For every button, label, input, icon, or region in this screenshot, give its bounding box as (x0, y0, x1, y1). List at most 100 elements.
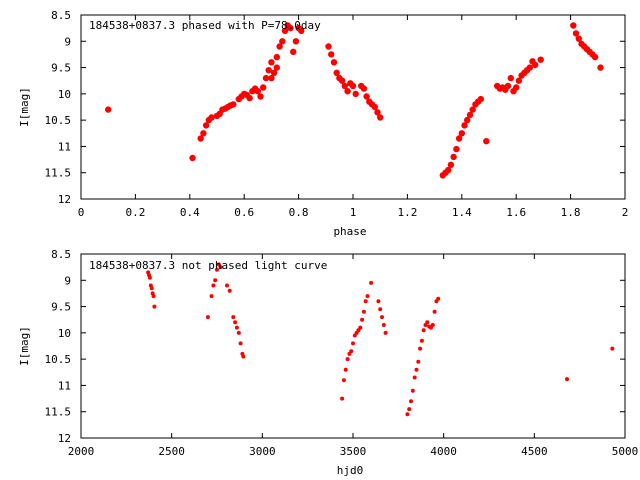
unphased-axis-ticks: 2000 2500 3000 3500 4000 4500 5000 8.5 9 9.5 10 10.… (45, 248, 639, 458)
phased-data-point (363, 93, 370, 100)
phased-data-point (328, 51, 335, 58)
unphased-data-point (227, 288, 232, 293)
phased-y-tick-label: 11 (58, 140, 71, 153)
unphased-data-point (410, 388, 415, 393)
unphased-data-point (345, 357, 350, 362)
phased-data-point (469, 106, 476, 113)
unphased-data-point (369, 280, 374, 285)
phased-data-point (515, 77, 523, 84)
phased-data-point (352, 90, 359, 98)
phased-data-point (298, 27, 305, 34)
unphased-panel: 2000 2500 3000 3500 4000 4500 5000 8.5 9 9.5 10 10.… (18, 248, 638, 477)
unphased-data-point (409, 399, 413, 404)
phased-data-point (262, 74, 270, 82)
phased-data-point (597, 64, 604, 71)
phased-data-point (374, 109, 381, 116)
phased-plot-title: 184538+0837.3 phased with P=78.0day (89, 19, 321, 32)
unphased-data-point (365, 294, 370, 299)
unphased-data-point (381, 323, 386, 327)
phased-y-tick-label: 10 (58, 88, 71, 101)
phased-data-point (202, 122, 210, 129)
unphased-data-point (151, 294, 156, 299)
phased-data-point (513, 84, 520, 91)
unphased-y-tick-label: 10.5 (45, 353, 72, 366)
phased-data-point (325, 43, 332, 50)
phased-y-tick-label: 10.5 (45, 114, 72, 127)
phased-data-point (377, 114, 384, 121)
phased-data-point (197, 135, 204, 142)
phased-x-tick-label: 0.8 (289, 206, 309, 219)
phased-y-tick-label: 11.5 (45, 167, 72, 180)
phased-data-point (273, 64, 280, 71)
unphased-data-point (340, 396, 345, 401)
unphased-data-point (241, 354, 246, 359)
phased-data-point (257, 93, 264, 100)
unphased-data-point (412, 375, 417, 380)
phased-data-point (483, 138, 490, 145)
phased-data-point (504, 82, 512, 90)
unphased-x-tick-label: 3000 (249, 445, 276, 458)
unphased-y-tick-label: 11.5 (45, 406, 72, 419)
phased-data-point (330, 59, 338, 66)
phased-x-tick-label: 1.6 (506, 206, 526, 219)
phased-data-point (450, 153, 457, 161)
phased-data-points (105, 22, 604, 179)
phased-data-point (246, 94, 253, 102)
unphased-data-point (351, 341, 355, 346)
unphased-data-point (363, 299, 368, 304)
unphased-data-point (407, 407, 412, 412)
phased-data-point (341, 82, 348, 90)
phased-panel: 0 0.2 0.4 0.6 0.8 1 1.2 1.4 1.6 1.8 2 8.5 9 9.5 10 10.5… (18, 9, 628, 238)
phased-data-point (445, 166, 452, 174)
unphased-x-tick-label: 2000 (68, 445, 95, 458)
phased-data-point (290, 48, 297, 55)
unphased-data-point (383, 330, 388, 335)
unphased-data-point (416, 359, 421, 364)
phased-data-point (532, 61, 539, 69)
unphased-data-point (358, 325, 363, 330)
phased-data-point (447, 161, 455, 168)
phased-data-point (338, 77, 346, 84)
phased-y-tick-label: 12 (58, 193, 71, 206)
unphased-data-point (436, 296, 441, 301)
unphased-data-point (418, 346, 423, 351)
phased-data-point (254, 88, 261, 95)
phased-data-point (208, 114, 215, 121)
unphased-data-point (147, 275, 152, 280)
phased-data-point (268, 59, 275, 66)
unphased-plot-title: 184538+0837.3 not phased light curve (89, 259, 327, 272)
unphased-y-tick-label: 9 (64, 274, 71, 287)
phased-x-axis-label: phase (333, 225, 366, 238)
unphased-data-point (425, 320, 430, 325)
unphased-y-tick-label: 10 (58, 327, 71, 340)
phased-data-point (287, 24, 294, 32)
unphased-y-tick-label: 8.5 (51, 248, 71, 261)
phased-data-point (575, 35, 582, 42)
unphased-data-point (419, 338, 424, 343)
phased-data-point (273, 53, 280, 61)
unphased-y-tick-label: 11 (58, 379, 71, 392)
phased-data-point (260, 84, 267, 91)
unphased-x-tick-label: 2500 (158, 445, 185, 458)
phased-data-point (461, 122, 468, 129)
phased-data-point (591, 53, 599, 61)
unphased-data-point (380, 315, 384, 320)
phased-y-axis-label: I[mag] (18, 87, 31, 127)
phased-data-point (270, 69, 278, 77)
phased-y-tick-label: 9.5 (51, 62, 71, 75)
phased-data-point (458, 130, 465, 137)
unphased-data-point (231, 315, 236, 320)
unphased-data-point (421, 328, 426, 333)
unphased-y-axis-label: I[mag] (18, 326, 31, 366)
unphased-data-point (378, 307, 383, 312)
phased-x-tick-label: 1.4 (452, 206, 472, 219)
phased-data-point (507, 74, 514, 82)
phased-data-point (105, 106, 112, 113)
unphased-data-point (152, 304, 157, 309)
unphased-data-point (610, 346, 615, 351)
phased-data-point (276, 43, 283, 50)
unphased-x-tick-label: 5000 (612, 445, 639, 458)
unphased-data-point (218, 265, 223, 270)
phased-x-tick-label: 1.2 (397, 206, 417, 219)
